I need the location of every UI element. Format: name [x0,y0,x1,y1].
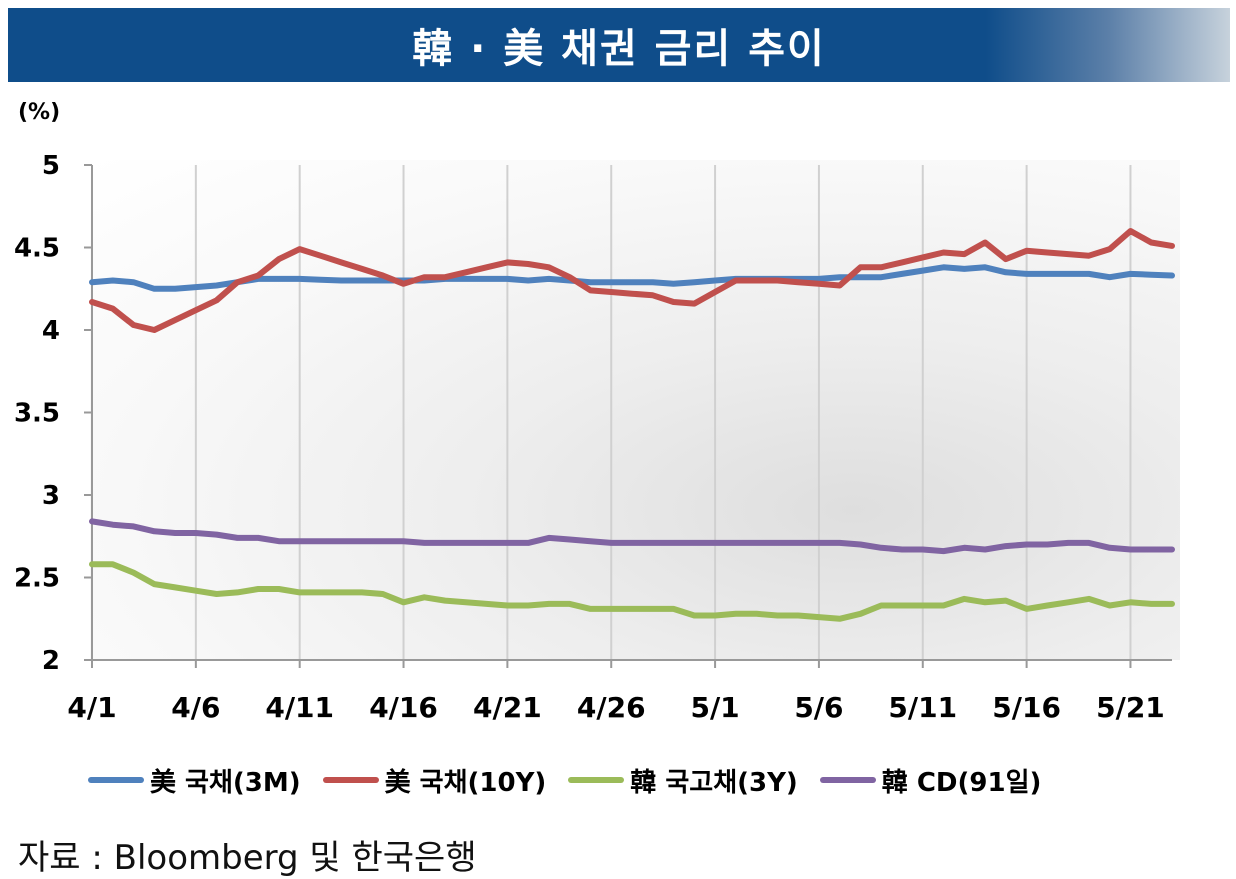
series-line-us-10y [89,228,1175,333]
y-tick-label: 5 [42,151,60,181]
title-banner: 韓 · 美 채권 금리 추이 [8,8,1230,82]
x-tick-label: 4/16 [369,691,438,724]
series-line-kr-3y [89,561,1175,622]
line-chart: 5 4.5 4 3.5 3 2.5 24/1 4/6 4/11 4/16 4/21 4/26 5/1 5/… [14,151,1175,724]
legend-label-us-3m: 美 국채(3M) [150,767,301,798]
legend-swatch-kr-3y [568,777,625,783]
x-tick-label: 4/1 [67,691,116,724]
legend-swatch-kr-cd [819,777,876,783]
series-line-kr-cd [89,518,1175,555]
x-tick-label: 5/1 [690,691,739,724]
legend-item-us-10y: 美 국채(10Y) [322,762,547,799]
x-tick-label: 4/21 [473,691,542,724]
x-tick-label: 4/6 [171,691,220,724]
legend-swatch-us-3m [88,777,144,783]
chart-title: 韓 · 美 채권 금리 추이 [412,26,826,72]
y-axis-unit-label: (%) [18,100,61,125]
y-tick-label: 4.5 [14,234,60,264]
y-tick-label: 3.5 [14,399,60,429]
x-tick-label: 5/16 [992,691,1061,724]
y-tick-label: 2 [42,646,60,676]
legend-item-us-3m: 美 국채(3M) [88,762,301,799]
background-map-watermark [90,160,1180,660]
y-tick-label: 3 [42,481,60,511]
legend-swatch-us-10y [322,777,379,783]
legend-label-us-10y: 美 국채(10Y) [384,767,547,798]
x-tick-label: 4/11 [265,691,334,724]
x-tick-label: 5/21 [1096,691,1165,724]
x-tick-label: 5/6 [794,691,843,724]
legend-label-kr-3y: 韓 국고채(3Y) [630,767,798,798]
legend-item-kr-3y: 韓 국고채(3Y) [568,762,798,799]
x-tick-label: 4/26 [577,691,646,724]
y-tick-label: 2.5 [14,564,60,594]
legend-label-kr-cd: 韓 CD(91일) [881,767,1042,798]
y-tick-label: 4 [42,316,60,346]
chart-legend: 美 국채(3M) 美 국채(10Y) 韓 국고채(3Y) 韓 CD(91일) [88,760,1188,800]
x-tick-label: 5/11 [888,691,957,724]
series-line-us-3m [89,264,1175,292]
source-note: 자료 : Bloomberg 및 한국은행 [18,838,477,878]
legend-item-kr-cd: 韓 CD(91일) [819,762,1042,799]
